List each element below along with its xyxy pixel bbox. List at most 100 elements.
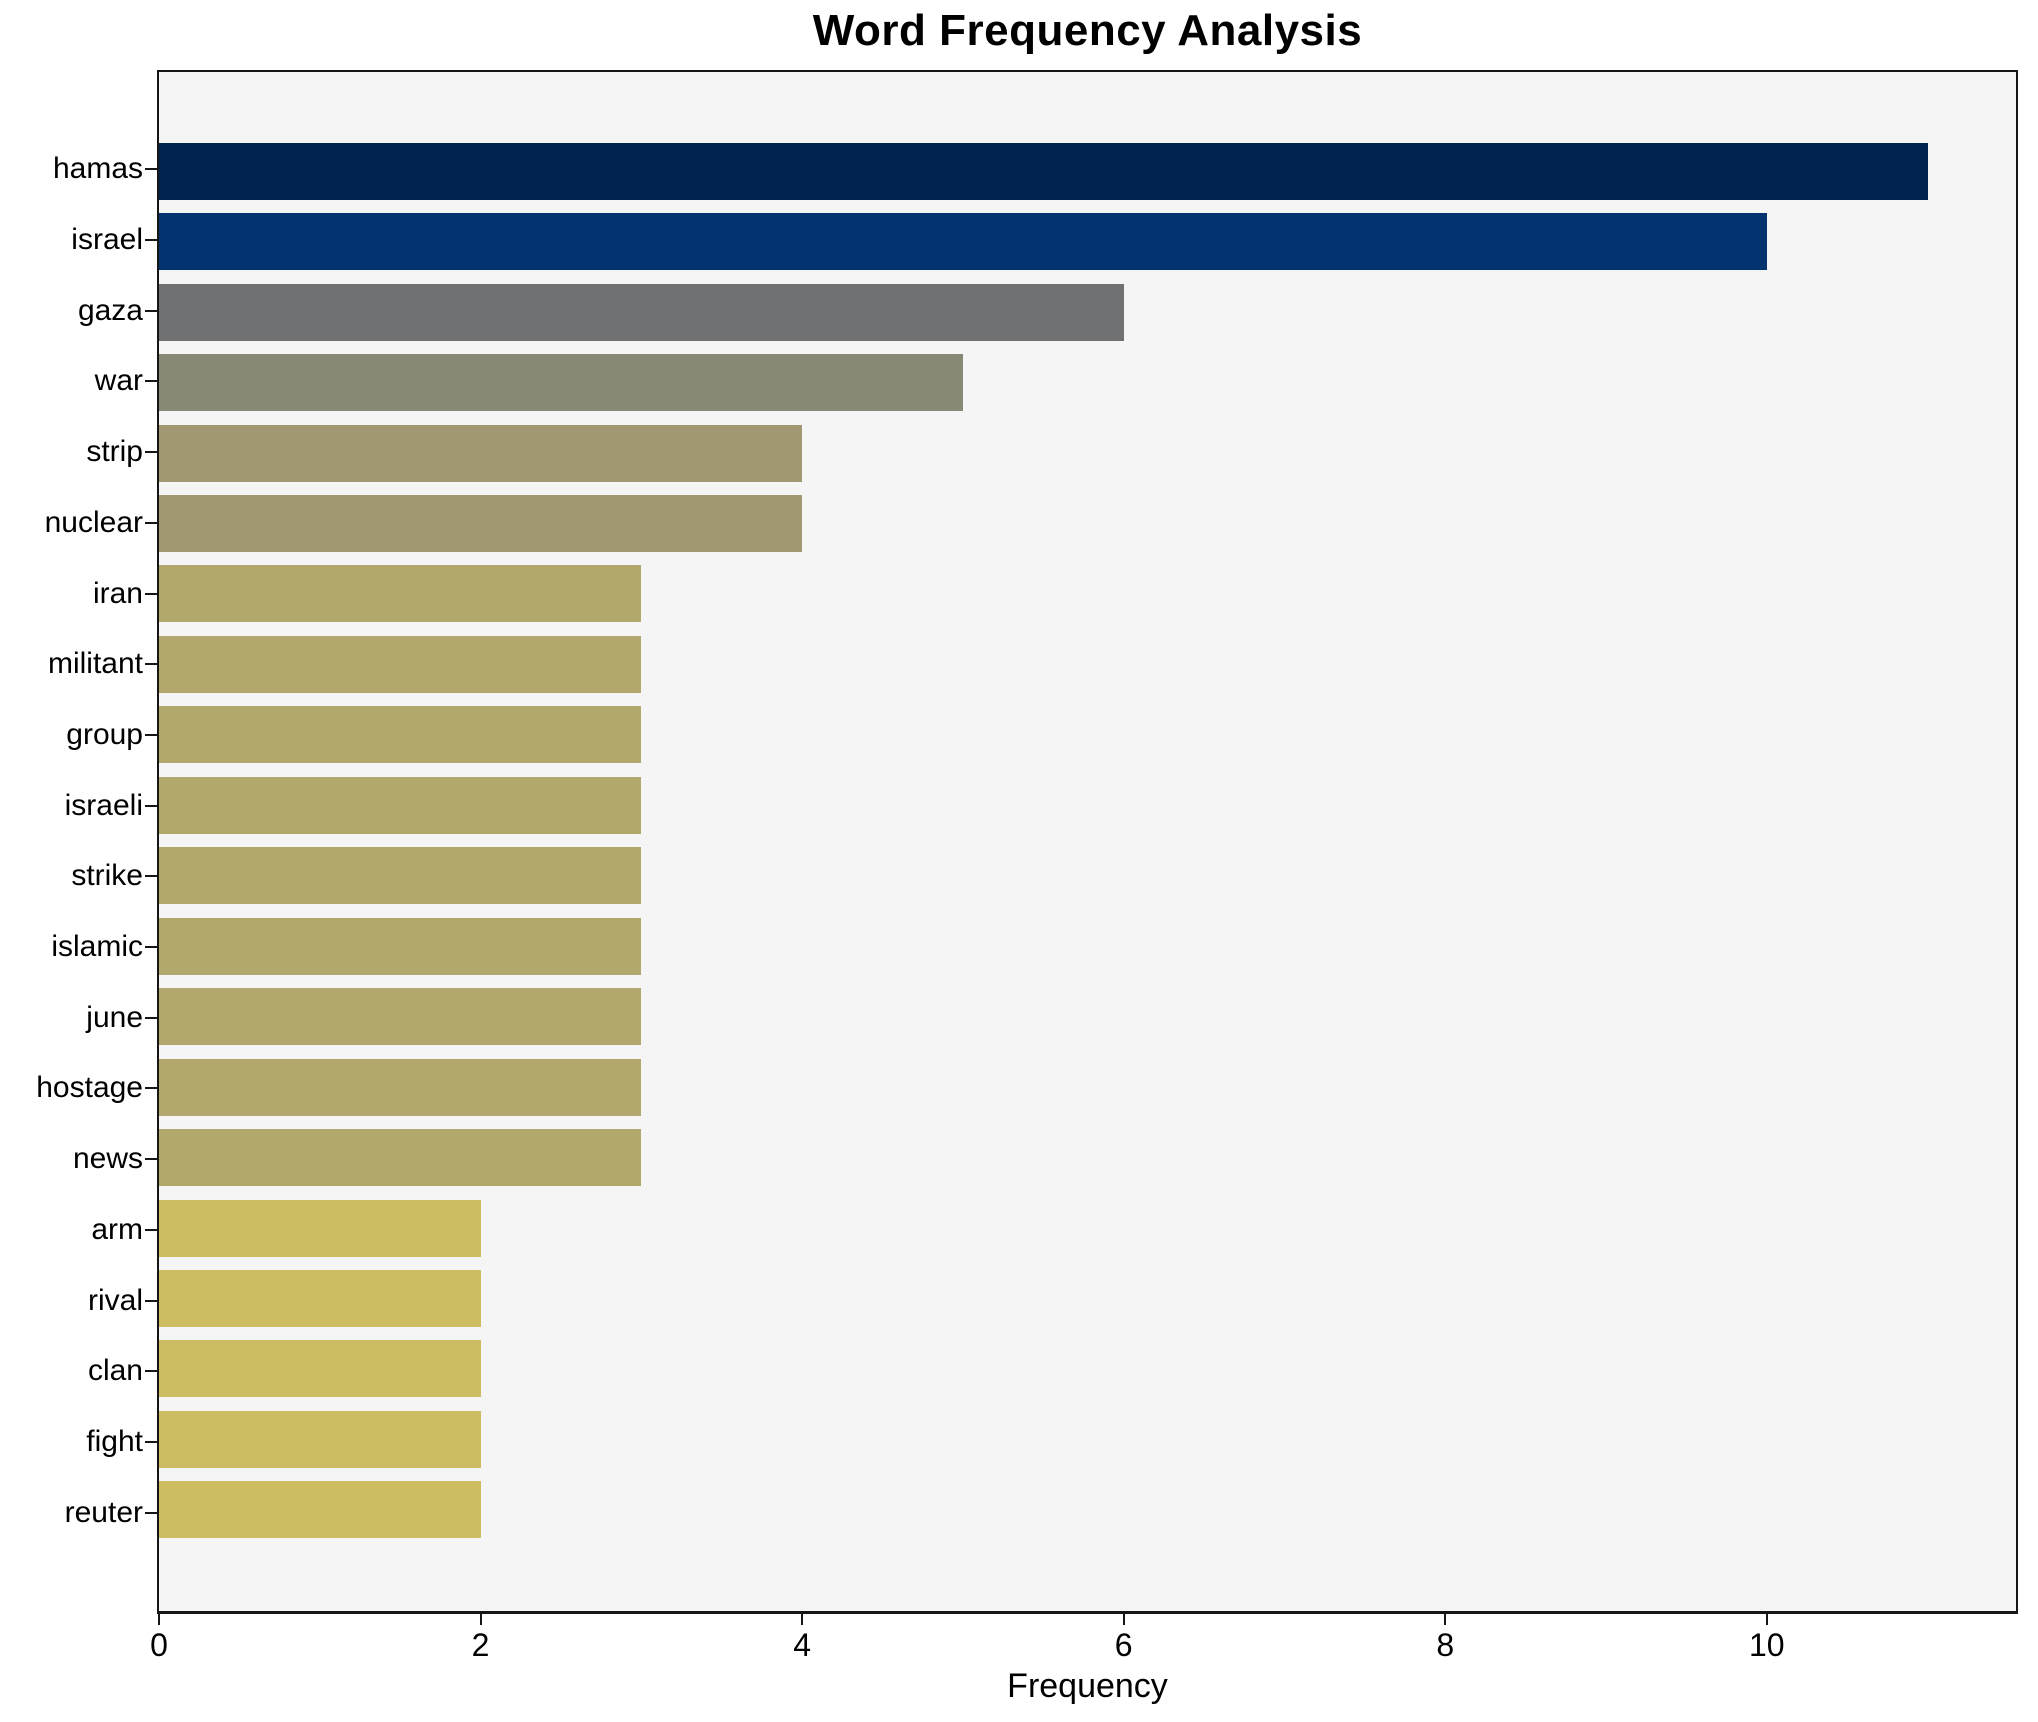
bar-row xyxy=(159,1475,2016,1545)
x-axis-tick-labels: 0 2 4 6 8 10 xyxy=(150,1627,2016,1669)
bar-rival xyxy=(159,1269,481,1327)
bar-islamic xyxy=(159,917,642,975)
y-axis-label-fight: fight xyxy=(86,1424,143,1458)
bar-row xyxy=(159,981,2016,1051)
y-axis-label-gaza: gaza xyxy=(77,293,143,327)
bar-hamas xyxy=(159,142,1928,200)
y-axis-label-hostage: hostage xyxy=(36,1071,143,1105)
y-axis-label-israeli: israeli xyxy=(64,788,143,822)
bar-group xyxy=(159,706,642,764)
y-tick xyxy=(145,521,157,524)
y-axis-label-reuter: reuter xyxy=(64,1495,143,1529)
y-tick xyxy=(145,1016,157,1019)
y-tick xyxy=(145,309,157,312)
bars-layer xyxy=(159,72,2016,1611)
y-axis-label-strike: strike xyxy=(71,859,143,893)
bar-row xyxy=(159,1122,2016,1192)
bar-clan xyxy=(159,1340,481,1398)
y-axis-labels: hamas israel gaza war strip nuclear iran milita… xyxy=(0,70,143,1614)
y-axis-label-iran: iran xyxy=(92,576,143,610)
x-tick xyxy=(1444,1614,1447,1625)
bar-gaza xyxy=(159,283,1124,341)
x-tick-label-2: 2 xyxy=(471,1627,490,1663)
y-tick xyxy=(145,733,157,736)
x-axis-title: Frequency xyxy=(1007,1667,1168,1705)
bar-fight xyxy=(159,1410,481,1468)
y-axis-label-news: news xyxy=(72,1142,143,1176)
y-tick xyxy=(145,875,157,878)
y-axis-label-rival: rival xyxy=(87,1283,143,1317)
y-tick xyxy=(145,946,157,949)
x-tick-label-8: 8 xyxy=(1436,1627,1455,1663)
bar-strip xyxy=(159,424,803,482)
plot-area xyxy=(157,70,2018,1614)
bar-row xyxy=(159,700,2016,770)
y-tick xyxy=(145,1158,157,1161)
bar-row xyxy=(159,136,2016,206)
y-axis-label-israel: israel xyxy=(71,223,143,257)
y-tick xyxy=(145,239,157,242)
bar-israel xyxy=(159,213,1767,271)
bar-row xyxy=(159,206,2016,276)
y-tick xyxy=(145,1087,157,1090)
y-axis-label-group: group xyxy=(66,717,143,751)
y-tick xyxy=(145,451,157,454)
y-axis-label-hamas: hamas xyxy=(52,152,143,186)
bar-iran xyxy=(159,565,642,623)
bar-row xyxy=(159,1334,2016,1404)
x-tick-label-0: 0 xyxy=(150,1627,168,1663)
bar-row xyxy=(159,277,2016,347)
bar-row xyxy=(159,770,2016,840)
y-axis-label-islamic: islamic xyxy=(51,930,143,964)
y-axis-label-war: war xyxy=(94,364,143,398)
y-axis-label-militant: militant xyxy=(47,647,143,681)
bar-row xyxy=(159,629,2016,699)
bar-row xyxy=(159,488,2016,558)
y-axis-ticks xyxy=(145,70,157,1614)
chart-title: Word Frequency Analysis xyxy=(812,6,1363,55)
x-tick xyxy=(158,1614,160,1625)
bar-row xyxy=(159,418,2016,488)
bar-israeli xyxy=(159,776,642,834)
bar-june xyxy=(159,988,642,1046)
bar-row xyxy=(159,347,2016,417)
y-tick xyxy=(145,1370,157,1373)
y-tick xyxy=(145,592,157,595)
y-axis-label-strip: strip xyxy=(86,435,143,469)
bar-row xyxy=(159,1052,2016,1122)
x-tick-label-4: 4 xyxy=(793,1627,812,1663)
x-tick xyxy=(1765,1614,1768,1625)
x-axis-ticks xyxy=(158,1614,2016,1626)
bar-reuter xyxy=(159,1481,481,1539)
bar-row xyxy=(159,1404,2016,1474)
y-tick xyxy=(145,168,157,171)
y-tick xyxy=(145,663,157,666)
y-tick xyxy=(145,1228,157,1231)
y-tick xyxy=(145,380,157,383)
y-tick xyxy=(145,1440,157,1443)
bar-row xyxy=(159,841,2016,911)
x-tick xyxy=(1122,1614,1125,1625)
y-tick xyxy=(145,1299,157,1302)
bar-row xyxy=(159,1193,2016,1263)
y-axis-label-clan: clan xyxy=(87,1354,143,1388)
bar-militant xyxy=(159,635,642,693)
bar-strike xyxy=(159,847,642,905)
bar-arm xyxy=(159,1199,481,1257)
x-tick xyxy=(801,1614,804,1625)
bar-news xyxy=(159,1129,642,1187)
x-tick-label-10: 10 xyxy=(1748,1627,1785,1663)
bar-hostage xyxy=(159,1058,642,1116)
bar-row xyxy=(159,1263,2016,1333)
bar-row xyxy=(159,911,2016,981)
bar-row xyxy=(159,559,2016,629)
y-axis-label-june: june xyxy=(86,1000,143,1034)
bar-war xyxy=(159,354,963,412)
x-tick xyxy=(479,1614,482,1625)
x-tick-label-6: 6 xyxy=(1114,1627,1133,1663)
y-tick xyxy=(145,1511,157,1514)
y-tick xyxy=(145,804,157,807)
bar-nuclear xyxy=(159,494,803,552)
y-axis-label-arm: arm xyxy=(91,1212,143,1246)
